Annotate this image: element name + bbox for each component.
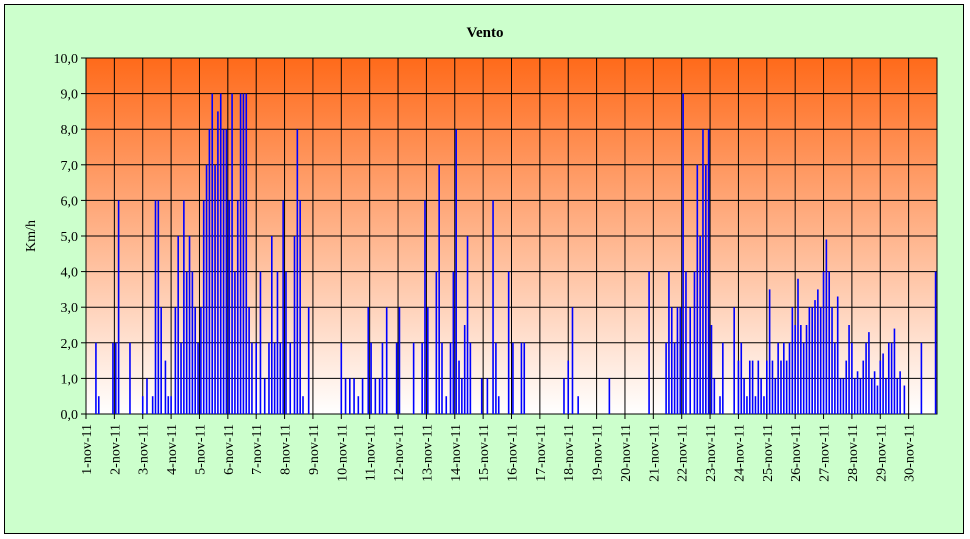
- x-tick-label: 24-nov-11: [732, 424, 747, 482]
- x-tick-label: 17-nov-11: [534, 424, 549, 482]
- y-axis-ticks: 0,0 1,0 2,0 3,0 4,0 5,0 6,0 7,0 8,0 9,0 10,0: [54, 52, 86, 423]
- y-tick-label: 3,0: [61, 301, 79, 316]
- y-tick-label: 8,0: [61, 123, 79, 138]
- y-tick-label: 4,0: [61, 266, 79, 281]
- x-tick-label: 20-nov-11: [619, 424, 634, 482]
- x-tick-label: 30-nov-11: [903, 424, 918, 482]
- x-tick-label: 22-nov-11: [676, 424, 691, 482]
- x-tick-label: 18-nov-11: [562, 424, 577, 482]
- x-tick-label: 6-nov-11: [222, 424, 237, 475]
- x-tick-label: 3-nov-11: [137, 424, 152, 475]
- x-tick-label: 21-nov-11: [647, 424, 662, 482]
- chart-area: Vento 0,0 1,0 2,0 3,0 4,0 5,0 6,0 7,0 8,0 9,0 10,0…: [4, 4, 964, 534]
- y-tick-label: 2,0: [61, 337, 79, 352]
- x-tick-label: 2-nov-11: [108, 424, 123, 475]
- x-axis-ticks: 1-nov-11 2-nov-11 3-nov-11 4-nov-11 5-nov-11…: [80, 414, 918, 482]
- x-tick-label: 28-nov-11: [846, 424, 861, 482]
- y-tick-label: 7,0: [61, 159, 79, 174]
- x-tick-label: 5-nov-11: [193, 424, 208, 475]
- x-tick-label: 19-nov-11: [591, 424, 606, 482]
- y-tick-label: 5,0: [61, 230, 79, 245]
- x-tick-label: 10-nov-11: [335, 424, 350, 482]
- chart-svg: Vento 0,0 1,0 2,0 3,0 4,0 5,0 6,0 7,0 8,0 9,0 10,0…: [24, 25, 938, 482]
- x-tick-label: 23-nov-11: [704, 424, 719, 482]
- y-tick-label: 10,0: [54, 52, 79, 67]
- x-tick-label: 1-nov-11: [80, 424, 95, 475]
- x-tick-label: 12-nov-11: [392, 424, 407, 482]
- x-tick-label: 26-nov-11: [789, 424, 804, 482]
- x-tick-label: 14-nov-11: [449, 424, 464, 482]
- x-tick-label: 16-nov-11: [506, 424, 521, 482]
- x-tick-label: 11-nov-11: [364, 424, 379, 481]
- y-tick-label: 0,0: [61, 408, 79, 423]
- data-series: [95, 93, 937, 414]
- x-tick-label: 7-nov-11: [250, 424, 265, 475]
- x-tick-label: 29-nov-11: [874, 424, 889, 482]
- x-tick-label: 27-nov-11: [818, 424, 833, 482]
- x-tick-label: 13-nov-11: [420, 424, 435, 482]
- x-tick-label: 8-nov-11: [279, 424, 294, 475]
- y-tick-label: 6,0: [61, 194, 79, 209]
- chart-title: Vento: [467, 25, 504, 41]
- x-tick-label: 25-nov-11: [761, 424, 776, 482]
- x-tick-label: 4-nov-11: [165, 424, 180, 475]
- x-tick-label: 15-nov-11: [477, 424, 492, 482]
- x-tick-label: 9-nov-11: [307, 424, 322, 475]
- y-tick-label: 9,0: [61, 88, 79, 103]
- y-tick-label: 1,0: [61, 372, 79, 387]
- y-axis-label: Km/h: [24, 220, 39, 252]
